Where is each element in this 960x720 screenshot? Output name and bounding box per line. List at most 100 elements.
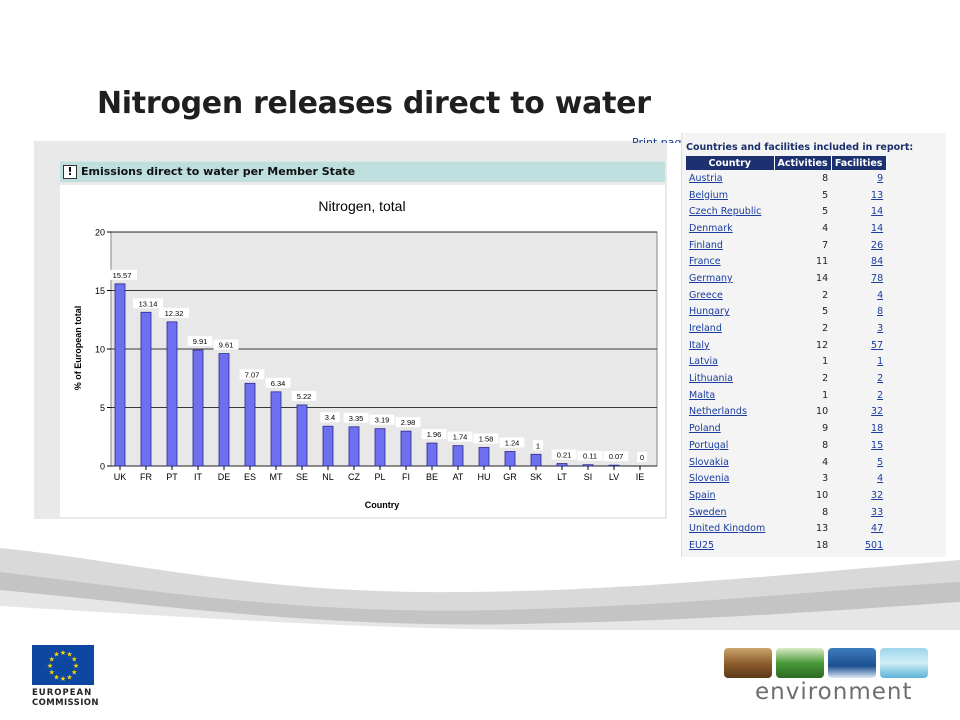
activities-cell: 2 [822, 373, 829, 385]
column-header-activities[interactable]: Activities [774, 156, 832, 170]
facilities-link[interactable]: 9 [877, 172, 884, 184]
bar[interactable] [608, 464, 620, 467]
country-link[interactable]: Portugal [689, 439, 729, 451]
bar[interactable] [322, 425, 334, 467]
facilities-link[interactable]: 47 [871, 523, 884, 535]
bar[interactable] [296, 404, 308, 467]
country-link[interactable]: EU25 [689, 539, 715, 551]
bar[interactable] [426, 442, 438, 467]
bar[interactable] [478, 447, 490, 467]
facilities-link[interactable]: 18 [871, 423, 884, 435]
table-row: Poland 9 18 [686, 420, 886, 437]
country-link[interactable]: Poland [689, 423, 721, 435]
activities-cell: 7 [822, 239, 829, 251]
chart-title: Nitrogen, total [318, 198, 405, 214]
bar[interactable] [348, 426, 360, 467]
eu-star-icon: ★ [66, 651, 72, 659]
bar[interactable] [218, 353, 230, 467]
country-link[interactable]: Netherlands [689, 406, 747, 418]
facilities-link[interactable]: 5 [877, 456, 884, 468]
environment-logo-text: environment [755, 679, 913, 705]
country-link[interactable]: Germany [689, 272, 733, 284]
data-label: 15.57 [113, 271, 132, 280]
bar[interactable] [556, 463, 568, 467]
bar[interactable] [114, 283, 126, 467]
water-tile-icon [828, 648, 876, 678]
data-label: 5.22 [297, 392, 312, 401]
activities-cell: 1 [822, 389, 829, 401]
data-label: 3.19 [375, 416, 390, 425]
bar[interactable] [504, 451, 516, 467]
bar[interactable] [244, 382, 256, 467]
bar[interactable] [166, 321, 178, 467]
country-link[interactable]: Czech Republic [689, 206, 762, 218]
facilities-link[interactable]: 32 [871, 489, 884, 501]
facilities-link[interactable]: 32 [871, 406, 884, 418]
data-label-box [133, 298, 163, 309]
table-row: Czech Republic 5 14 [686, 203, 886, 220]
country-link[interactable]: United Kingdom [689, 523, 766, 535]
x-tick-label: AT [453, 472, 464, 482]
table-row: Portugal 8 15 [686, 437, 886, 454]
x-tick-label: BE [426, 472, 438, 482]
european-commission-logo: ★ ★ ★ ★ ★ ★ ★ ★ ★ ★ ★ ★ EUROPEAN COMMISSION [32, 645, 99, 708]
facilities-link[interactable]: 2 [877, 389, 884, 401]
country-link[interactable]: Italy [689, 339, 710, 351]
country-link[interactable]: Sweden [689, 506, 727, 518]
facilities-link[interactable]: 4 [877, 289, 884, 301]
facilities-link[interactable]: 57 [871, 339, 884, 351]
country-link[interactable]: France [689, 256, 721, 268]
column-header-facilities[interactable]: Facilities [831, 156, 887, 170]
bar[interactable] [140, 311, 152, 467]
data-label: 0 [640, 453, 644, 462]
facilities-link[interactable]: 8 [877, 306, 884, 318]
facilities-link[interactable]: 3 [877, 323, 884, 335]
data-label-box [213, 339, 239, 350]
data-label-box [320, 412, 340, 423]
facilities-link[interactable]: 4 [877, 473, 884, 485]
facilities-link[interactable]: 1 [877, 356, 884, 368]
country-link[interactable]: Hungary [689, 306, 730, 318]
facilities-link[interactable]: 78 [871, 272, 884, 284]
country-link[interactable]: Denmark [689, 222, 733, 234]
bar[interactable] [452, 445, 464, 467]
facilities-link[interactable]: 2 [877, 373, 884, 385]
x-tick-label: UK [114, 472, 127, 482]
info-icon[interactable]: ! [63, 165, 77, 179]
data-label-box [265, 377, 291, 388]
facilities-link[interactable]: 33 [871, 506, 884, 518]
activities-cell: 3 [822, 473, 829, 485]
facilities-link[interactable]: 15 [871, 439, 884, 451]
facilities-link[interactable]: 14 [871, 206, 884, 218]
country-link[interactable]: Lithuania [689, 373, 734, 385]
facilities-link[interactable]: 501 [865, 539, 884, 551]
print-page-link[interactable]: Print page [632, 136, 689, 143]
chart-y-axis-label: % of European total [73, 306, 83, 391]
column-header-country[interactable]: Country [686, 156, 775, 170]
facilities-link[interactable]: 14 [871, 222, 884, 234]
activities-cell: 11 [816, 256, 829, 268]
country-link[interactable]: Slovenia [689, 473, 730, 485]
y-tick-label: 20 [95, 228, 105, 238]
country-link[interactable]: Austria [689, 172, 723, 184]
bar[interactable] [400, 430, 412, 467]
bar[interactable] [374, 428, 386, 467]
country-link[interactable]: Ireland [689, 323, 722, 335]
chart-box: Nitrogen, total % of European total Coun… [60, 185, 665, 517]
activities-cell: 4 [822, 222, 829, 234]
country-link[interactable]: Spain [689, 489, 716, 501]
bar[interactable] [270, 391, 282, 467]
bar[interactable] [582, 464, 594, 467]
facilities-link[interactable]: 13 [871, 189, 884, 201]
country-link[interactable]: Belgium [689, 189, 728, 201]
country-link[interactable]: Malta [689, 389, 716, 401]
table-row: United Kingdom 13 47 [686, 520, 886, 537]
bar[interactable] [530, 453, 542, 467]
bar[interactable] [192, 349, 204, 467]
country-link[interactable]: Finland [689, 239, 723, 251]
country-link[interactable]: Latvia [689, 356, 718, 368]
country-link[interactable]: Greece [689, 289, 723, 301]
facilities-link[interactable]: 26 [871, 239, 884, 251]
facilities-link[interactable]: 84 [871, 256, 884, 268]
country-link[interactable]: Slovakia [689, 456, 729, 468]
